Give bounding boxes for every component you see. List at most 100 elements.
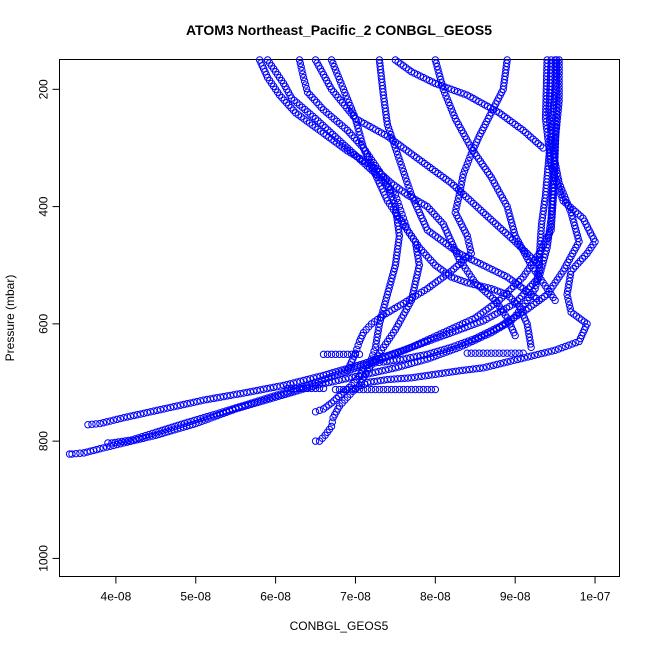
trace-marker xyxy=(564,202,573,210)
trace-marker xyxy=(155,427,163,436)
trace-marker xyxy=(363,361,372,370)
trace-marker xyxy=(76,449,84,457)
trace-marker xyxy=(566,205,574,213)
trace-marker xyxy=(141,431,150,440)
trace-marker xyxy=(463,160,471,168)
trace-marker xyxy=(401,218,409,226)
trace-marker xyxy=(452,262,460,271)
data-point xyxy=(299,73,308,82)
trace-marker xyxy=(490,286,499,294)
trace-marker xyxy=(389,271,397,279)
trace-marker xyxy=(469,199,478,208)
trace-marker xyxy=(327,350,336,359)
trace-marker xyxy=(357,137,366,146)
trace-marker xyxy=(453,198,462,206)
trace-marker xyxy=(135,434,143,442)
data-point xyxy=(319,405,328,413)
data-point xyxy=(503,349,511,357)
trace-marker xyxy=(497,288,505,296)
trace-marker xyxy=(388,274,396,282)
trace-marker xyxy=(335,392,343,401)
trace-marker xyxy=(429,259,437,267)
trace-marker xyxy=(339,350,348,359)
trace-marker xyxy=(537,349,546,358)
trace-marker xyxy=(116,414,125,423)
data-point xyxy=(96,419,104,428)
trace-marker xyxy=(327,372,336,381)
x-tick-label: 9e-08 xyxy=(500,590,531,604)
data-point xyxy=(407,343,416,352)
trace-marker xyxy=(296,59,305,68)
trace-marker xyxy=(187,417,195,426)
trace-marker xyxy=(339,385,348,394)
trace-marker xyxy=(280,96,288,104)
trace-marker xyxy=(482,363,491,371)
trace-marker xyxy=(405,184,413,192)
trace-marker xyxy=(457,276,465,285)
data-point xyxy=(479,364,487,372)
x-tick-label: 4e-08 xyxy=(101,590,132,604)
trace-marker xyxy=(398,164,406,172)
trace-marker xyxy=(385,365,393,374)
trace-marker xyxy=(417,246,426,254)
data-point xyxy=(84,421,92,429)
trace-marker xyxy=(350,364,358,373)
trace-marker xyxy=(472,364,481,373)
trace-marker xyxy=(566,304,574,313)
data-point xyxy=(471,349,479,357)
data-point xyxy=(343,350,352,359)
data-point xyxy=(511,238,519,246)
trace-marker xyxy=(467,197,475,205)
trace-marker xyxy=(345,374,353,382)
trace-marker xyxy=(453,275,462,283)
trace-marker xyxy=(509,225,518,234)
trace-marker xyxy=(378,367,386,375)
trace-marker xyxy=(411,373,419,382)
data-point xyxy=(535,296,543,305)
data-point xyxy=(383,120,392,129)
trace-marker xyxy=(383,385,392,394)
trace-marker xyxy=(173,402,181,410)
data-point xyxy=(355,337,364,346)
trace-marker xyxy=(170,402,178,411)
data-point xyxy=(583,249,591,258)
trace-marker xyxy=(432,212,441,221)
trace-marker xyxy=(458,174,467,182)
trace-marker xyxy=(548,165,556,173)
trace-marker xyxy=(349,108,357,116)
trace-marker xyxy=(427,256,435,264)
trace-marker xyxy=(506,357,515,365)
y-tick-label: 800 xyxy=(37,431,51,451)
trace-marker xyxy=(424,253,433,262)
trace-marker xyxy=(433,347,442,356)
data-point xyxy=(463,279,471,287)
trace-marker xyxy=(526,340,535,348)
data-point xyxy=(551,296,559,305)
data-point xyxy=(319,350,328,359)
trace-marker xyxy=(484,213,492,221)
trace-marker xyxy=(505,209,513,217)
trace-marker xyxy=(130,411,138,420)
trace-marker xyxy=(462,366,470,374)
trace-marker xyxy=(581,252,589,260)
trace-marker xyxy=(314,117,322,125)
data-point xyxy=(547,161,555,170)
trace-marker xyxy=(446,101,454,110)
trace-marker xyxy=(381,297,390,305)
data-point xyxy=(407,385,416,394)
trace-marker xyxy=(524,353,532,361)
trace-marker xyxy=(548,136,556,144)
trace-marker xyxy=(526,133,535,141)
trace-marker xyxy=(513,297,522,305)
trace-marker xyxy=(453,201,461,210)
data-point xyxy=(343,126,352,135)
data-point xyxy=(327,56,336,64)
trace-marker xyxy=(254,397,262,405)
data-point xyxy=(311,378,320,387)
trace-marker xyxy=(515,349,523,357)
trace-marker xyxy=(444,84,452,92)
trace-marker xyxy=(462,163,470,172)
trace-marker xyxy=(289,106,297,114)
data-point xyxy=(279,389,288,397)
trace-marker xyxy=(510,356,518,365)
